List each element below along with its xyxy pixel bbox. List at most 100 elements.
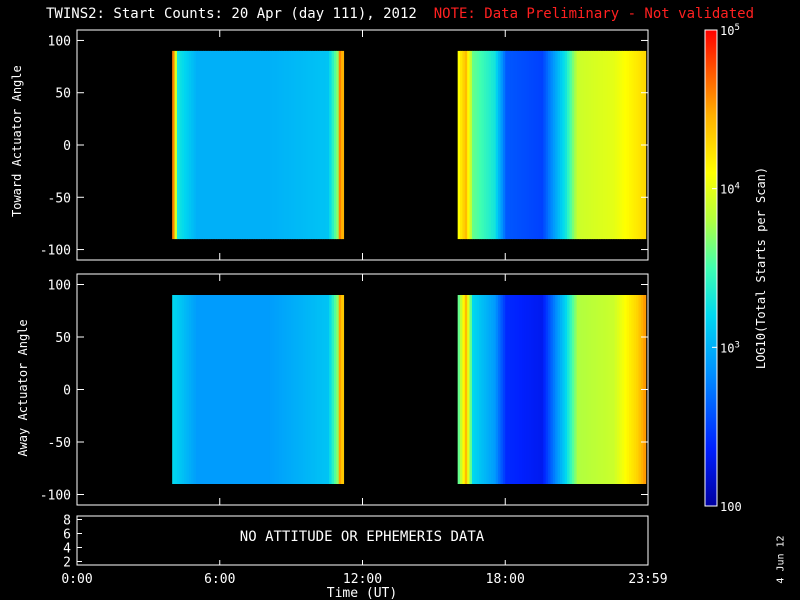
y-axis-label-top: Toward Actuator Angle [10, 65, 24, 217]
heat-column-away-0-29 [241, 295, 245, 484]
heat-column-toward-1-51 [579, 50, 582, 240]
heat-column-away-0-10 [195, 295, 199, 484]
heat-column-toward-1-41 [555, 50, 559, 240]
heat-column-away-0-68 [333, 295, 337, 484]
heat-column-away-0-65 [326, 295, 330, 484]
heat-column-toward-1-48 [571, 50, 575, 240]
heat-column-away-1-43 [559, 295, 563, 484]
small-y-tick-label: 6 [63, 528, 71, 543]
heat-column-away-1-32 [533, 295, 537, 484]
heat-column-toward-0-28 [238, 50, 242, 240]
heat-column-toward-1-12 [486, 50, 490, 240]
heat-column-away-0-21 [222, 295, 226, 484]
heat-column-away-1-34 [538, 295, 542, 484]
heat-column-away-1-56 [590, 295, 594, 484]
heat-column-toward-0-40 [267, 50, 271, 240]
heat-column-away-1-48 [571, 295, 575, 484]
heat-column-toward-1-42 [557, 50, 561, 240]
heat-column-toward-1-35 [540, 50, 544, 240]
heat-column-toward-1-62 [605, 50, 609, 240]
heat-column-away-1-68 [619, 295, 623, 484]
heat-column-toward-1-26 [519, 50, 523, 240]
heat-column-toward-0-18 [214, 50, 218, 240]
heat-column-away-0-17 [212, 295, 216, 484]
heat-column-toward-0-50 [291, 50, 295, 240]
heat-column-away-0-56 [305, 295, 309, 484]
heat-column-toward-0-59 [312, 50, 316, 240]
x-tick-label: 12:00 [343, 572, 382, 587]
heat-column-away-1-21 [507, 295, 511, 484]
heat-column-away-1-0 [457, 295, 461, 484]
heat-column-toward-0-32 [248, 50, 252, 240]
colorbar [704, 29, 718, 507]
heat-column-toward-1-53 [583, 50, 587, 240]
heat-column-toward-1-60 [600, 50, 604, 240]
heat-column-away-1-72 [628, 295, 632, 484]
heat-column-toward-0-13 [203, 50, 207, 240]
heat-column-away-1-42 [557, 295, 561, 484]
heat-column-toward-1-20 [505, 50, 509, 240]
heat-column-toward-0-11 [198, 50, 202, 240]
heat-column-toward-0-68 [333, 50, 337, 240]
x-tick-label: 6:00 [204, 572, 235, 587]
heat-column-toward-1-27 [521, 50, 525, 240]
y-tick-label-away: 0 [63, 384, 71, 399]
heat-column-toward-1-13 [488, 50, 492, 240]
y-tick-label-away: 50 [55, 331, 71, 346]
heat-column-away-1-8 [476, 295, 480, 484]
heat-column-away-0-15 [207, 295, 211, 484]
heat-column-away-0-7 [188, 295, 192, 484]
heat-column-toward-0-47 [283, 50, 287, 240]
heat-column-toward-0-39 [264, 50, 268, 240]
heat-column-toward-1-14 [490, 50, 494, 240]
heat-column-toward-1-32 [533, 50, 537, 240]
heat-column-away-0-54 [300, 295, 304, 484]
heat-column-away-1-73 [631, 295, 635, 484]
heat-column-away-1-64 [609, 295, 613, 484]
heat-column-away-0-2 [176, 295, 180, 484]
heat-column-away-0-59 [312, 295, 316, 484]
heat-column-toward-0-70 [338, 50, 342, 240]
heat-column-away-0-0 [172, 295, 176, 484]
heat-column-toward-0-64 [324, 50, 328, 240]
colorbar-tick-label: 100 [720, 500, 742, 514]
heat-column-away-1-60 [600, 295, 604, 484]
heat-column-toward-1-44 [562, 50, 566, 240]
heat-column-toward-0-5 [184, 50, 188, 240]
colorbar-tick-label: 105 [720, 23, 740, 38]
heat-column-away-0-9 [193, 295, 197, 484]
heat-column-toward-1-46 [567, 50, 571, 240]
x-tick-label: 18:00 [486, 572, 525, 587]
heat-column-toward-1-10 [481, 50, 485, 240]
heat-column-toward-0-15 [207, 50, 211, 240]
heat-column-away-1-69 [621, 295, 625, 484]
heat-column-away-0-66 [329, 295, 333, 484]
heat-column-away-1-4 [467, 295, 471, 484]
y-tick-label-toward: -50 [48, 191, 71, 206]
heat-column-toward-0-42 [272, 50, 276, 240]
heat-column-away-1-66 [614, 295, 618, 484]
y-tick-label-away: 100 [48, 279, 71, 294]
heat-column-toward-0-61 [317, 50, 321, 240]
heat-column-away-0-1 [174, 295, 178, 484]
heat-column-toward-1-72 [628, 50, 632, 240]
no-data-message: NO ATTITUDE OR EPHEMERIS DATA [240, 529, 485, 545]
heat-column-toward-1-2 [462, 50, 466, 240]
heat-column-toward-1-66 [614, 50, 618, 240]
y-tick-label-away: -50 [48, 436, 71, 451]
heat-column-away-1-2 [462, 295, 466, 484]
heat-column-away-1-18 [500, 295, 504, 484]
heat-column-toward-1-69 [621, 50, 625, 240]
heat-column-toward-1-45 [564, 50, 568, 240]
heat-column-toward-0-16 [210, 50, 214, 240]
heat-column-toward-1-0 [457, 50, 461, 240]
heat-column-toward-0-69 [336, 50, 340, 240]
small-y-tick-label: 4 [63, 542, 71, 557]
heat-column-away-0-36 [257, 295, 261, 484]
y-tick-label-toward: 0 [63, 139, 71, 154]
heat-column-away-1-45 [564, 295, 568, 484]
heat-column-toward-1-43 [559, 50, 563, 240]
